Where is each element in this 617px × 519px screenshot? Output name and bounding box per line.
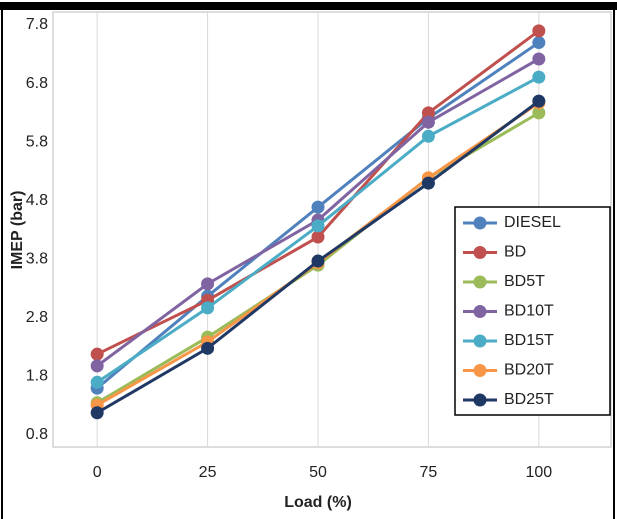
y-tick-label: 2.8 — [26, 309, 48, 326]
point — [90, 359, 104, 373]
x-tick-label: 75 — [420, 464, 438, 481]
point — [90, 375, 104, 389]
point — [311, 219, 325, 233]
y-tick-label: 7.8 — [26, 16, 48, 33]
point — [311, 230, 325, 244]
point — [532, 24, 546, 38]
point — [532, 52, 546, 66]
point — [421, 115, 435, 129]
legend-label: BD15T — [504, 332, 554, 349]
legend-marker — [473, 305, 487, 318]
legend-label: BD10T — [504, 303, 554, 320]
y-tick-label: 6.8 — [26, 75, 48, 92]
x-tick-label: 50 — [309, 464, 327, 481]
point — [90, 406, 104, 420]
point — [532, 94, 546, 108]
point — [421, 106, 435, 120]
x-tick-label: 0 — [93, 464, 102, 481]
x-tick-label: 100 — [525, 464, 552, 481]
x-axis-title: Load (%) — [284, 494, 352, 511]
point — [311, 200, 325, 214]
point — [201, 277, 215, 291]
y-tick-label: 0.8 — [26, 426, 48, 443]
legend-label: BD5T — [504, 273, 545, 290]
x-tick-label: 25 — [199, 464, 217, 481]
point — [201, 341, 215, 355]
y-axis-title: IMEP (bar) — [9, 191, 26, 270]
point — [90, 347, 104, 361]
point — [532, 70, 546, 84]
legend-label: BD25T — [504, 391, 554, 408]
legend-marker — [473, 275, 487, 289]
point — [532, 106, 546, 120]
legend-label: BD20T — [504, 362, 554, 379]
legend-label: DIESEL — [504, 214, 561, 231]
y-tick-label: 3.8 — [26, 251, 48, 268]
y-tick-label: 5.8 — [26, 133, 48, 150]
plot-frame — [52, 11, 612, 448]
point — [421, 129, 435, 143]
point — [201, 301, 215, 315]
legend-marker — [473, 364, 487, 377]
y-tick-label: 1.8 — [26, 368, 48, 385]
legend-label: BD — [504, 244, 526, 261]
y-tick-label: 4.8 — [26, 192, 48, 209]
legend-marker — [473, 393, 487, 407]
legend-marker — [473, 246, 487, 259]
point — [311, 254, 325, 268]
legend-marker — [473, 334, 487, 348]
point — [421, 176, 435, 190]
legend-marker — [473, 216, 487, 230]
top-bar — [0, 2, 617, 10]
point — [532, 36, 546, 50]
